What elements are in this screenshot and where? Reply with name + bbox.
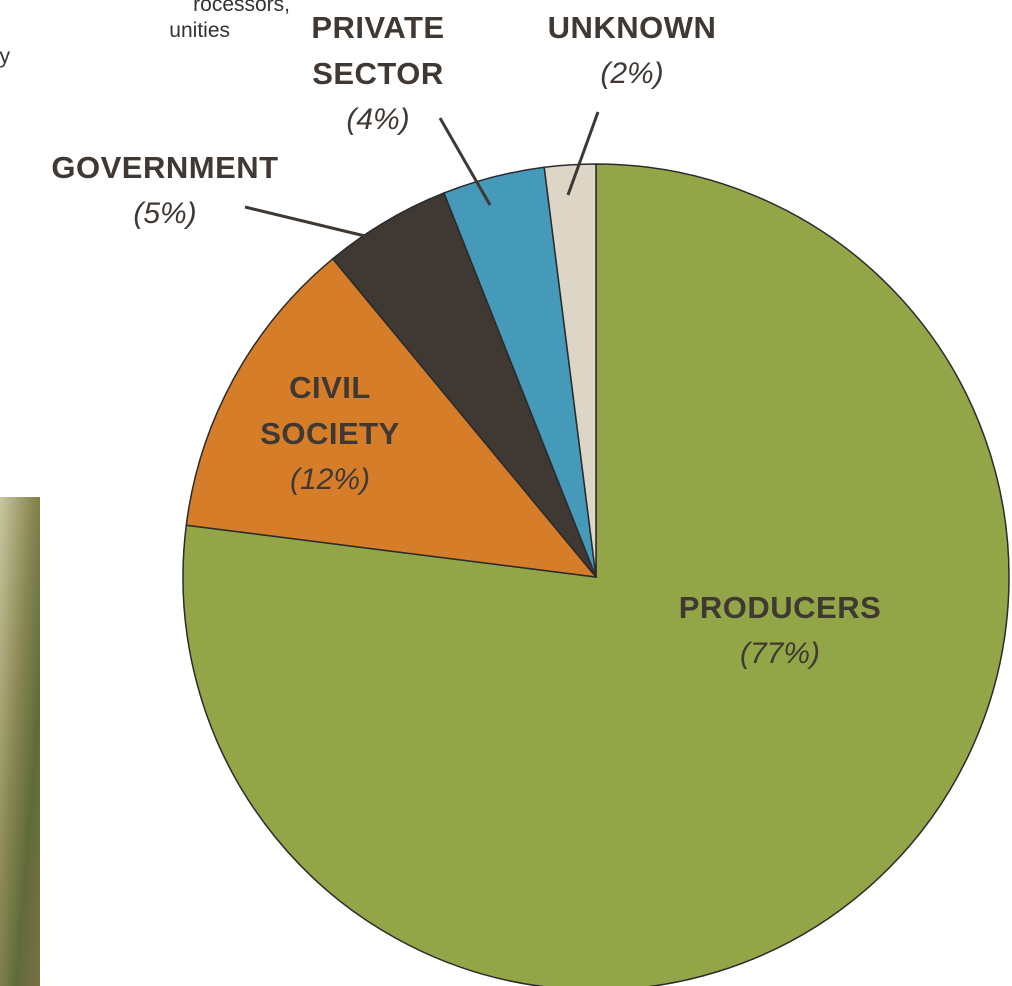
text-fragment: y [0, 45, 10, 68]
slice-label: UNKNOWN [547, 10, 717, 45]
slice-label: PRIVATE SECTOR [311, 10, 445, 91]
pie-slice [182, 163, 1010, 986]
pie-slice [543, 163, 597, 578]
leader-line [566, 111, 600, 196]
slice-value-label: (5%) [133, 197, 197, 230]
slice-value-label: (2%) [600, 57, 664, 90]
leader-line [438, 117, 492, 206]
slice-value-label: (4%) [346, 103, 410, 136]
text-fragment: unities [169, 19, 230, 42]
slice-label: GOVERNMENT [51, 150, 279, 185]
leader-line [244, 205, 366, 238]
pie-slice [185, 257, 598, 578]
text-fragment: rocessors, [193, 0, 290, 16]
slice-label: PRODUCERS [678, 590, 882, 625]
slice-value-label: (77%) [739, 637, 821, 670]
slice-label: CIVIL SOCIETY [260, 370, 400, 451]
slice-value-label: (12%) [289, 463, 371, 496]
photo [0, 497, 40, 986]
